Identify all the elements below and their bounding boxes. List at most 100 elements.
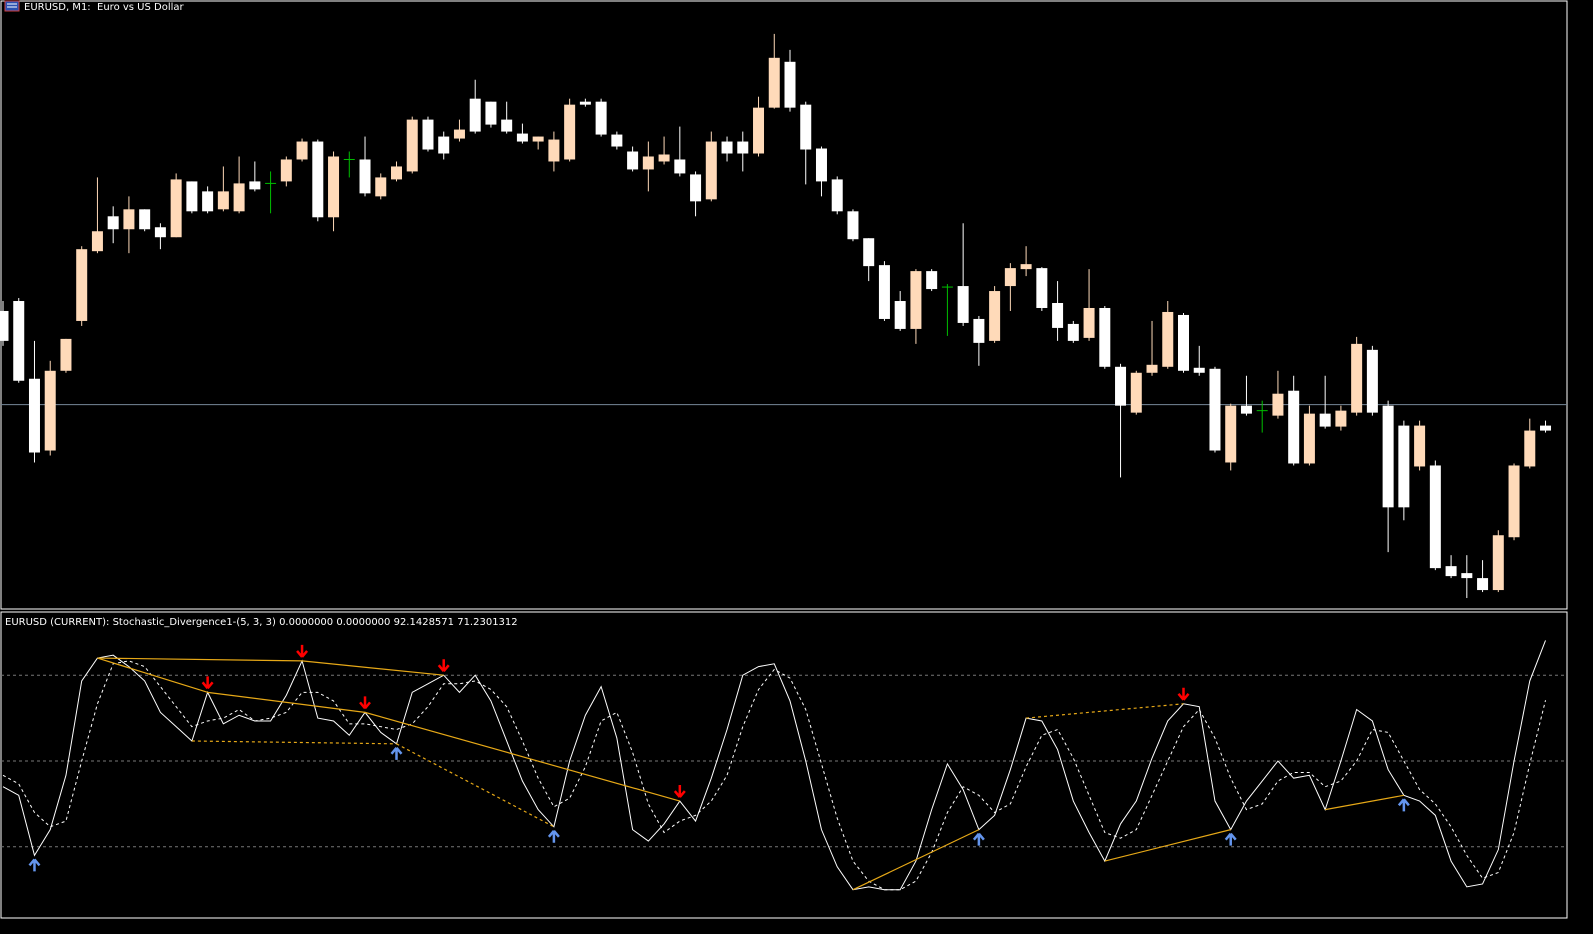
candle-body — [1130, 372, 1142, 413]
candle-body — [217, 191, 229, 210]
candle-body — [1508, 465, 1520, 538]
indicator-pane-border — [0, 611, 1568, 919]
divergence-line — [396, 743, 555, 828]
candle-body — [611, 134, 623, 147]
candle-body — [406, 119, 418, 172]
divergence-line — [852, 829, 980, 891]
sell-arrow — [1177, 687, 1190, 701]
candle-body — [186, 181, 198, 212]
candle-body — [375, 177, 387, 197]
candle-body — [1351, 343, 1363, 413]
divergence-line — [97, 657, 303, 662]
candle-body — [1020, 264, 1032, 270]
candle-body — [1414, 425, 1426, 467]
candle-body — [170, 179, 182, 238]
candle-body — [139, 209, 151, 230]
buy-arrow — [1397, 798, 1410, 812]
candle-body — [894, 301, 906, 329]
candle-body — [926, 271, 938, 290]
candle-body — [469, 98, 481, 132]
sell-arrow — [359, 696, 371, 710]
candle-body — [1461, 573, 1473, 579]
candle-body — [485, 101, 497, 125]
buy-arrow — [972, 832, 985, 846]
candle-body — [1240, 405, 1252, 414]
candle-body — [753, 107, 765, 154]
divergence-line — [1325, 794, 1404, 811]
candle-body — [863, 238, 875, 267]
candle-body — [1225, 405, 1237, 463]
candle-body — [501, 119, 513, 132]
buy-arrow — [1224, 832, 1237, 846]
candle-body — [1382, 405, 1394, 508]
symbol-icon — [4, 0, 20, 12]
buy-arrow — [28, 858, 41, 872]
candle-body — [1067, 323, 1079, 341]
candle-body — [1036, 268, 1048, 308]
candle-body — [1162, 311, 1174, 367]
stochastic-line — [2, 660, 1547, 891]
candle-body — [296, 141, 308, 160]
candle-body — [1099, 307, 1111, 367]
stochastic-line — [2, 640, 1546, 891]
candle-body — [627, 151, 639, 170]
candle-body — [957, 286, 969, 323]
candle-body — [1303, 413, 1315, 464]
candle-body — [76, 249, 88, 321]
candle-body — [28, 378, 40, 453]
candle-body — [705, 141, 717, 200]
candle-body — [233, 183, 245, 212]
candle-body — [1445, 566, 1457, 577]
candle-body — [1398, 425, 1410, 508]
candle-body — [154, 227, 166, 238]
candle-body — [1335, 410, 1347, 427]
candle-body — [1366, 349, 1378, 413]
buy-arrow — [390, 747, 403, 760]
candle-body — [831, 179, 843, 212]
candle-body — [1004, 268, 1016, 287]
candle-body — [91, 231, 103, 252]
candle-body — [1477, 578, 1489, 591]
divergence-line — [1026, 703, 1184, 719]
candle-body — [1492, 535, 1504, 591]
candle-body — [1209, 368, 1221, 451]
candle-body — [391, 166, 402, 180]
candle-body — [1540, 425, 1552, 431]
candle-body — [1052, 303, 1064, 328]
sell-arrow — [673, 785, 686, 798]
candle-body — [438, 136, 450, 154]
candle-body — [123, 209, 135, 230]
candle-body — [280, 159, 292, 182]
candle-body — [658, 154, 670, 162]
candle-body — [548, 139, 560, 162]
indicator-title: EURUSD (CURRENT): Stochastic_Divergence1… — [5, 617, 518, 628]
divergence-line — [191, 740, 397, 745]
candle-body — [249, 181, 261, 190]
candle-body — [579, 101, 591, 105]
candle-body — [737, 141, 749, 154]
candle-body — [989, 291, 1001, 341]
buy-arrow — [547, 829, 560, 843]
candle-body — [690, 174, 702, 202]
candle-body — [0, 310, 9, 341]
candle-body — [60, 338, 72, 371]
chart-title: EURUSD, M1: Euro vs US Dollar — [24, 2, 185, 13]
candle-body — [1115, 366, 1127, 406]
candle-body — [784, 61, 796, 108]
candle-body — [564, 104, 576, 160]
divergence-line — [1104, 829, 1231, 862]
candle-body — [328, 156, 340, 218]
candle-body — [642, 156, 654, 170]
candle-body — [1193, 367, 1205, 373]
candle-body — [312, 141, 324, 218]
candle-body — [878, 265, 890, 319]
candle-body — [768, 57, 780, 108]
candle-body — [674, 159, 686, 174]
sell-arrow — [296, 644, 309, 658]
candle-body — [1146, 364, 1158, 373]
divergence-line — [364, 711, 680, 802]
candle-body — [516, 133, 528, 142]
price-pane-border — [0, 0, 1568, 610]
